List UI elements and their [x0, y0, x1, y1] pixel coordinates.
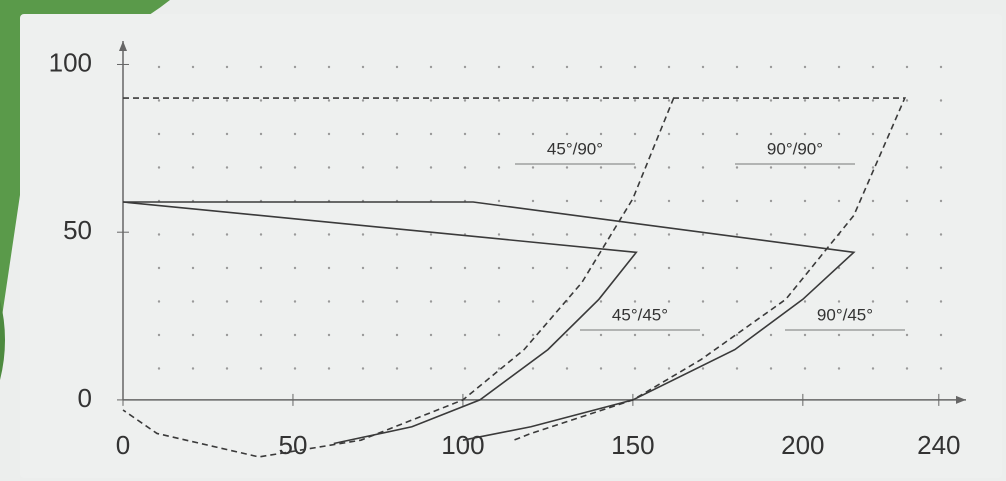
- series-line: [122, 201, 638, 445]
- x-axis-arrow: [956, 395, 966, 404]
- x-tick-label: 150: [611, 430, 654, 460]
- series-line: [122, 97, 675, 458]
- x-tick-label: 240: [917, 430, 960, 460]
- series-label: 45°/90°: [547, 139, 603, 158]
- series-label: 90°/90°: [767, 139, 823, 158]
- y-axis-arrow: [119, 41, 127, 51]
- x-tick-label: 50: [278, 430, 307, 460]
- series-label: 90°/45°: [817, 305, 873, 324]
- series-line: [123, 97, 907, 441]
- x-tick-label: 200: [781, 430, 824, 460]
- series-line: [123, 201, 856, 441]
- y-tick-label: 50: [63, 215, 92, 245]
- decoration: [0, 300, 5, 380]
- decoration: [0, 0, 170, 330]
- y-tick-label: 100: [49, 47, 92, 77]
- series-label: 45°/45°: [612, 305, 668, 324]
- x-tick-label: 100: [441, 430, 484, 460]
- y-tick-label: 0: [78, 383, 92, 413]
- dot-grid: [128, 60, 948, 395]
- x-tick-label: 0: [116, 430, 130, 460]
